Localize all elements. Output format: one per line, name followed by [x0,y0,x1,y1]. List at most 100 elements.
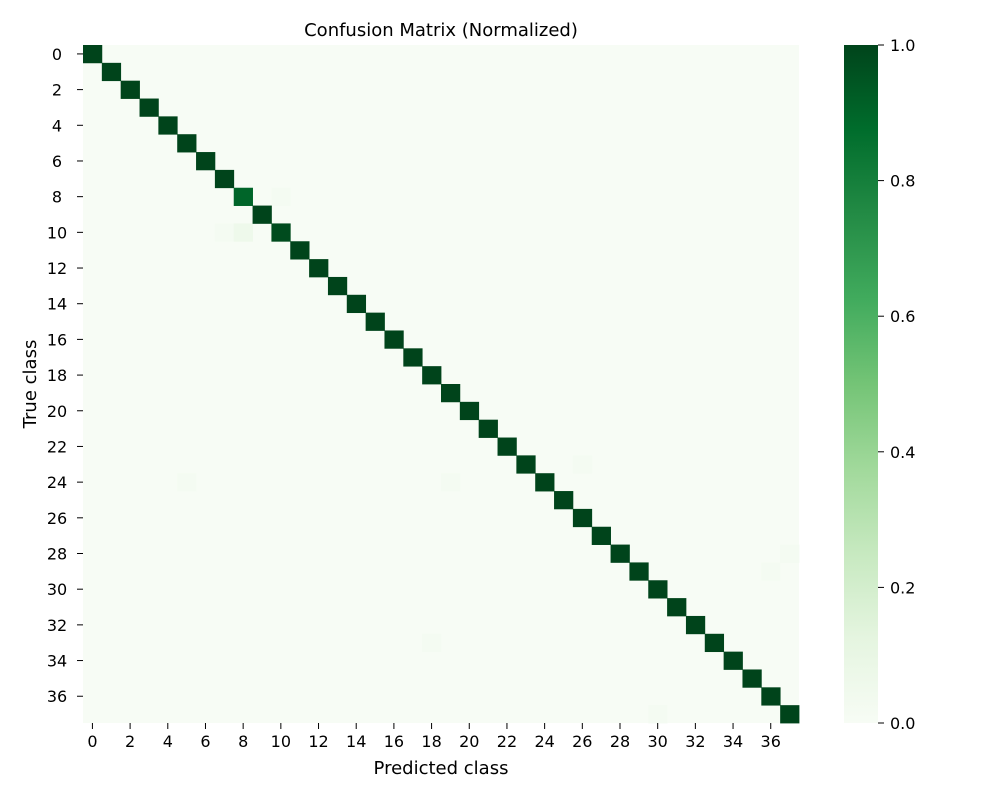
heatmap-cell-diagonal [478,419,498,438]
heatmap-cell-diagonal [459,401,480,421]
heatmap-cell-diagonal [290,241,310,260]
y-tick-label: 24 [47,473,67,492]
y-tick-label: 8 [52,188,62,207]
y-tick-label: 28 [47,545,67,564]
chart-title: Confusion Matrix (Normalized) [304,20,578,41]
y-tick-label: 16 [47,330,67,349]
heatmap-cell-diagonal [327,276,348,296]
heatmap-cell-offdiag [177,473,197,492]
x-tick-label: 34 [723,732,743,751]
heatmap-cell-diagonal [723,651,743,670]
heatmap-cell-offdiag [271,187,291,206]
x-tick-label: 14 [346,732,366,751]
heatmap-cell-offdiag [761,562,781,581]
heatmap-cell-diagonal [648,580,668,599]
heatmap-cell-diagonal [629,562,649,581]
heatmap-cell-diagonal [685,615,706,635]
y-tick-label: 20 [47,402,67,421]
heatmap-cell-diagonal [610,544,630,563]
x-axis-ticks: 0 2 4 6 8 10 12 14 16 18 20 22 24 26 28 30 32 34 36 [87,723,781,751]
heatmap-cell-diagonal [780,705,800,724]
y-tick-label: 14 [47,295,67,314]
heatmap-cell-offdiag [214,223,235,242]
heatmap-cell-diagonal [346,294,367,314]
x-tick-label: 20 [459,732,479,751]
heatmap-cell-diagonal [252,205,272,224]
heatmap-cell-offdiag [233,223,253,242]
x-axis-label: Predicted class [374,758,509,779]
y-tick-label: 26 [47,509,67,528]
colorbar [844,45,878,723]
heatmap-cell-diagonal [214,169,235,189]
heatmap-cell-diagonal [196,152,216,171]
heatmap-cell-offdiag [441,473,461,492]
y-tick-label: 4 [52,116,62,135]
x-tick-label: 2 [125,732,135,751]
heatmap-cell-offdiag [780,544,800,563]
heatmap-cell-offdiag [648,705,668,724]
heatmap-cell-diagonal [403,348,423,367]
y-tick-label: 30 [47,580,67,599]
heatmap-cell-diagonal [667,598,687,617]
x-tick-label: 36 [761,732,781,751]
x-tick-label: 12 [308,732,328,751]
y-tick-label: 36 [47,687,67,706]
colorbar-tick-label: 1.0 [890,36,915,55]
heatmap-cell-diagonal [365,312,385,331]
x-tick-label: 24 [534,732,554,751]
heatmap-cell-diagonal [535,473,555,492]
x-tick-label: 4 [163,732,173,751]
colorbar-tick-label: 0.8 [890,172,915,191]
y-tick-label: 32 [47,616,67,635]
heatmap-cell-diagonal [497,437,517,456]
y-tick-label: 0 [52,45,62,64]
x-tick-label: 10 [271,732,291,751]
x-tick-label: 30 [648,732,668,751]
heatmap-cell-diagonal [441,384,461,403]
x-tick-label: 0 [87,732,97,751]
x-tick-label: 22 [497,732,517,751]
colorbar-tick-label: 0.2 [890,578,915,597]
heatmap-cell-diagonal [271,223,291,242]
heatmap-cell-diagonal [139,98,159,117]
heatmap-cell-diagonal [101,62,122,82]
heatmap-cell-diagonal [516,455,536,474]
heatmap-cell-diagonal [384,330,404,349]
x-tick-label: 26 [572,732,592,751]
heatmap-cell-diagonal [120,80,140,99]
colorbar-tick-label: 0.4 [890,443,915,462]
heatmap-cell-diagonal [233,187,253,206]
y-tick-label: 18 [47,366,67,385]
heatmap-cell-diagonal [761,687,781,706]
heatmap-cell-diagonal [422,366,442,385]
x-tick-label: 28 [610,732,630,751]
y-tick-label: 10 [47,223,67,242]
x-tick-label: 6 [200,732,210,751]
heatmap-cell-diagonal [83,45,103,64]
heatmap-cell-offdiag [422,633,442,653]
y-tick-label: 22 [47,437,67,456]
x-tick-label: 16 [384,732,404,751]
heatmap-cell-diagonal [591,526,611,545]
heatmap-cell-diagonal [554,491,574,510]
y-tick-label: 6 [52,152,62,171]
y-tick-label: 2 [52,81,62,100]
heatmap-cell-diagonal [572,508,593,528]
heatmap-cells [83,45,800,724]
y-tick-label: 34 [47,652,67,671]
y-axis-label: True class [20,340,41,430]
x-tick-label: 18 [421,732,441,751]
heatmap-cell-diagonal [309,259,329,278]
heatmap-cell-diagonal [177,134,197,153]
heatmap-cell-diagonal [158,116,178,135]
y-tick-label: 12 [47,259,67,278]
heatmap-cell-offdiag [572,455,593,474]
heatmap-cell-diagonal [742,669,762,688]
colorbar-tick-label: 0.0 [890,714,915,733]
x-tick-label: 32 [685,732,705,751]
heatmap-cell-diagonal [704,633,725,653]
x-tick-label: 8 [238,732,248,751]
